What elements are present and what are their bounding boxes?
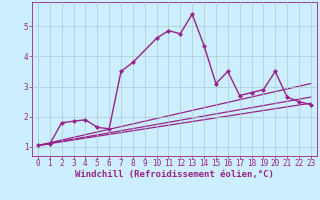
X-axis label: Windchill (Refroidissement éolien,°C): Windchill (Refroidissement éolien,°C) <box>75 170 274 179</box>
